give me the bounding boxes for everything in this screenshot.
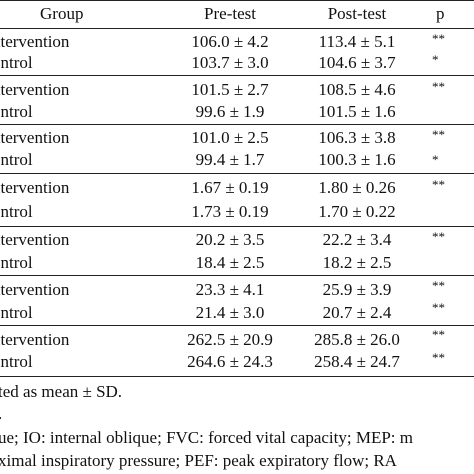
table-row-p: ** — [432, 79, 445, 94]
group-divider-rule — [0, 325, 474, 326]
header-bottom-rule — [0, 28, 474, 29]
table-row-post: 108.5 ± 4.6 — [318, 80, 396, 99]
table-row-p: ** — [432, 229, 445, 244]
table-row-post: 1.70 ± 0.22 — [318, 202, 396, 221]
table-row-group: ntervention — [0, 32, 70, 51]
table-row-group: ntervention — [0, 178, 70, 197]
table-row-post: 104.6 ± 3.7 — [318, 53, 396, 72]
table-row-group: ntervention — [0, 330, 70, 349]
group-divider-rule — [0, 75, 474, 76]
table-row-pre: 1.67 ± 0.19 — [191, 178, 269, 197]
table-row-group: ontrol — [0, 53, 33, 72]
table-row-group: ontrol — [0, 102, 33, 121]
table-row-p: ** — [432, 31, 445, 46]
table-row-pre: 99.6 ± 1.9 — [195, 102, 265, 121]
table-row-group: ontrol — [0, 352, 33, 371]
table-row-pre: 1.73 ± 0.19 — [191, 202, 269, 221]
group-divider-rule — [0, 124, 474, 125]
table-row-group: ntervention — [0, 230, 70, 249]
table-row-p: ** — [432, 177, 445, 192]
table-row-pre: 262.5 ± 20.9 — [187, 330, 273, 349]
table-note: ted as mean ± SD. — [0, 382, 123, 401]
table-row-pre: 18.4 ± 2.5 — [195, 253, 265, 272]
table-row-group: ontrol — [0, 303, 33, 322]
table-row-pre: 264.6 ± 24.3 — [187, 352, 273, 371]
table-row-p: * — [432, 52, 439, 67]
table-row-p: ** — [432, 300, 445, 315]
table-row-pre: 20.2 ± 3.5 — [195, 230, 265, 249]
table-row-pre: 103.7 ± 3.0 — [191, 53, 269, 72]
group-divider-rule — [0, 226, 474, 227]
group-divider-rule — [0, 173, 474, 174]
table-row-post: 22.2 ± 3.4 — [322, 230, 392, 249]
table-row-p: ** — [432, 327, 445, 342]
table-row-p: ** — [432, 278, 445, 293]
table-note: . — [0, 404, 2, 424]
table-bottom-rule — [0, 376, 474, 377]
table-row-pre: 99.4 ± 1.7 — [195, 150, 265, 169]
abbreviation-note: ximal inspiratory pressure; PEF: peak ex… — [0, 451, 397, 470]
table-row-group: ntervention — [0, 80, 70, 99]
table-row-p: ** — [432, 127, 445, 142]
table-row-group: ntervention — [0, 128, 70, 147]
table-row-post: 20.7 ± 2.4 — [322, 303, 392, 322]
table-row-group: ntervention — [0, 280, 70, 299]
header-post-test: Post-test — [327, 4, 387, 23]
table-row-p: * — [432, 152, 439, 167]
header-p: p — [436, 4, 445, 23]
table-row-post: 101.5 ± 1.6 — [318, 102, 396, 121]
table-row-pre: 101.0 ± 2.5 — [191, 128, 269, 147]
header-group: Group — [40, 4, 84, 23]
abbreviation-note: ue; IO: internal oblique; FVC: forced vi… — [0, 428, 413, 447]
table-row-post: 100.3 ± 1.6 — [318, 150, 396, 169]
header-pre-test: Pre-test — [204, 4, 256, 23]
table-row-pre: 106.0 ± 4.2 — [191, 32, 269, 51]
table-row-pre: 23.3 ± 4.1 — [195, 280, 265, 299]
table-row-p: ** — [432, 350, 445, 365]
table-row-pre: 101.5 ± 2.7 — [191, 80, 269, 99]
table-row-post: 106.3 ± 3.8 — [318, 128, 396, 147]
table-row-group: ontrol — [0, 202, 33, 221]
table-row-pre: 21.4 ± 3.0 — [195, 303, 265, 322]
table-row-post: 18.2 ± 2.5 — [322, 253, 392, 272]
table-row-post: 1.80 ± 0.26 — [318, 178, 396, 197]
group-divider-rule — [0, 275, 474, 276]
table-row-group: ontrol — [0, 253, 33, 272]
table-row-post: 113.4 ± 5.1 — [318, 32, 396, 51]
table-row-post: 258.4 ± 24.7 — [314, 352, 400, 371]
table-row-post: 25.9 ± 3.9 — [322, 280, 392, 299]
table-top-rule — [0, 0, 474, 1]
table-row-post: 285.8 ± 26.0 — [314, 330, 400, 349]
table-row-group: ontrol — [0, 150, 33, 169]
